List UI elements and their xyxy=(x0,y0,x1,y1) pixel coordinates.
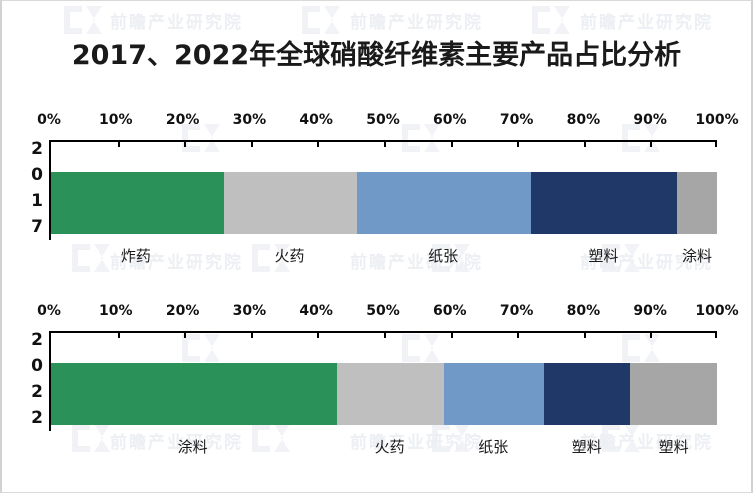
x-axis-tickmark xyxy=(184,331,187,338)
bar-segment-label: 纸张 xyxy=(478,438,509,456)
bar-segment xyxy=(543,363,631,425)
x-axis-tickmark xyxy=(117,331,120,338)
bar-segment xyxy=(51,172,225,234)
bar-segment xyxy=(224,172,358,234)
x-axis-tick-label: 90% xyxy=(633,303,667,319)
x-axis-labels-2022: 0% 10% 20% 30% 40% 50% 60% 70% 80% 90% 100% xyxy=(37,303,739,325)
x-axis-tick-label: 10% xyxy=(99,303,133,319)
category-label-char: 2 xyxy=(31,139,43,159)
bar-segment-label: 塑料 xyxy=(571,438,602,456)
x-axis-tick-label: 90% xyxy=(633,112,667,128)
stacked-bar-2017 xyxy=(51,172,717,234)
x-axis-tickmark xyxy=(250,331,253,338)
x-axis-tick-label: 50% xyxy=(366,112,400,128)
x-axis-tickmark xyxy=(517,140,520,147)
page-title: 2017、2022年全球硝酸纤维素主要产品占比分析 xyxy=(71,40,682,71)
x-axis-tick-label: 40% xyxy=(299,112,333,128)
bar-segment-label: 涂料 xyxy=(681,247,712,265)
x-axis-tick-label: 100% xyxy=(695,112,739,128)
segment-labels-2017: 炸药 火药 纸张 塑料 涂料 xyxy=(49,245,717,271)
category-label-char: 2 xyxy=(31,408,43,428)
bar-segment-label: 纸张 xyxy=(428,247,459,265)
x-axis-tick-label: 10% xyxy=(99,112,133,128)
category-label-char: 0 xyxy=(31,356,43,376)
x-axis-tickmark xyxy=(117,140,120,147)
x-axis-tickmark xyxy=(650,331,653,338)
bar-segment-label: 塑料 xyxy=(658,438,689,456)
bar-segment-label: 塑料 xyxy=(588,247,619,265)
x-axis-tickmark xyxy=(384,140,386,147)
plot-area-2017 xyxy=(49,140,717,240)
category-label-char: 2 xyxy=(31,382,43,402)
stacked-bar-2022 xyxy=(51,363,717,425)
bar-segment xyxy=(337,363,444,425)
plot-area-2022 xyxy=(49,331,717,431)
x-axis-tick-label: 0% xyxy=(37,303,61,319)
x-axis-tick-label: 20% xyxy=(165,303,200,319)
x-axis-tickmark xyxy=(517,331,520,338)
x-axis-tick-label: 80% xyxy=(566,303,601,319)
bar-segment xyxy=(530,172,678,234)
x-axis-tickmark xyxy=(450,331,453,338)
bar-segment xyxy=(357,172,531,234)
x-axis-tick-label: 40% xyxy=(299,303,333,319)
bar-segment-label: 涂料 xyxy=(177,438,208,456)
x-axis-tickmark xyxy=(450,140,453,147)
segment-labels-2022: 涂料 火药 纸张 塑料 塑料 xyxy=(49,436,717,462)
bar-segment-label: 火药 xyxy=(274,247,305,265)
x-axis-tickmark xyxy=(250,140,253,147)
x-axis-tick-label: 70% xyxy=(499,112,534,128)
bar-segment-label: 火药 xyxy=(374,438,405,456)
x-axis-tick-label: 20% xyxy=(165,112,200,128)
bar-segment xyxy=(443,363,544,425)
x-axis-tick-label: 0% xyxy=(37,112,61,128)
x-axis-tick-label: 50% xyxy=(366,303,400,319)
x-axis-tick-label: 30% xyxy=(232,112,267,128)
x-axis-tick-label: 70% xyxy=(499,303,534,319)
bar-segment xyxy=(51,363,338,425)
x-axis-tick-label: 60% xyxy=(433,303,467,319)
x-axis-tick-label: 80% xyxy=(566,112,601,128)
x-axis-labels-2017: 0% 10% 20% 30% 40% 50% 60% 70% 80% 90% 100% xyxy=(37,112,739,134)
x-axis-tickmark xyxy=(184,140,187,147)
x-axis-tickmark xyxy=(384,331,386,338)
bar-segment xyxy=(630,363,717,425)
x-axis-tickmark xyxy=(583,140,586,147)
x-axis-tick-label: 60% xyxy=(433,112,467,128)
x-axis-tickmark xyxy=(650,140,653,147)
category-label-char: 1 xyxy=(31,191,43,211)
x-axis-tick-label: 100% xyxy=(695,303,739,319)
x-axis-tickmark xyxy=(715,140,717,147)
bar-segment-label: 炸药 xyxy=(120,247,151,265)
x-axis-tick-label: 30% xyxy=(232,303,267,319)
category-label-char: 7 xyxy=(31,217,43,237)
category-label-char: 2 xyxy=(31,330,43,350)
x-axis-tickmark xyxy=(583,331,586,338)
x-axis-tickmark xyxy=(317,331,320,338)
category-label-char: 0 xyxy=(31,165,43,185)
x-axis-tickmark xyxy=(317,140,320,147)
x-axis-tickmark xyxy=(715,331,717,338)
bar-segment xyxy=(677,172,717,234)
